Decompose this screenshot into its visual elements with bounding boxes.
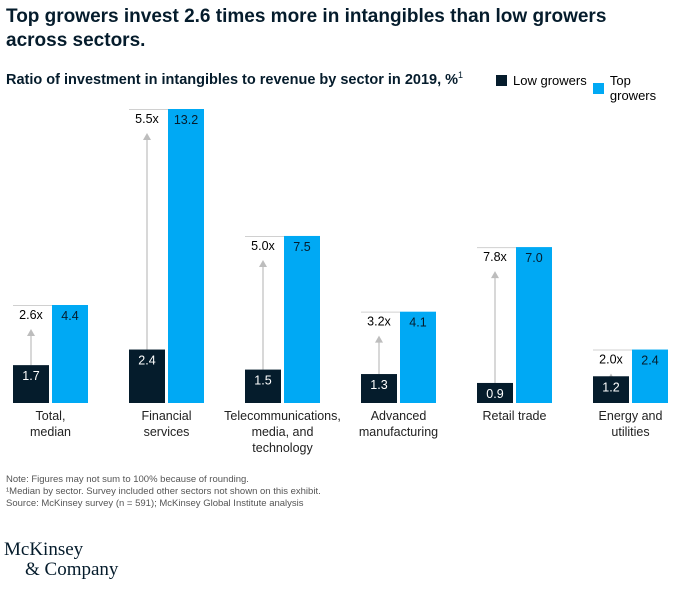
bar-chart: 2.6x 1.7 4.4 Total, median 5.5x 2.4 13.2 Financi… (13, 109, 668, 455)
category-label: Financial (141, 409, 191, 423)
bar-low-growers (129, 349, 165, 403)
bar-label-low: 1.2 (602, 380, 619, 394)
bar-label-top: 7.0 (525, 251, 542, 265)
category-label: technology (252, 441, 313, 455)
bar-top-growers (284, 235, 320, 403)
category-label: media, and (252, 425, 314, 439)
multiplier-label: 2.0x (599, 353, 623, 367)
subtitle-footnote: 1 (458, 70, 464, 80)
arrow-head-icon (259, 259, 267, 267)
category-label: Energy and (599, 409, 663, 423)
legend-label-low: Low growers (513, 73, 587, 88)
bar-top-growers (400, 311, 436, 403)
arrow-head-icon (375, 335, 383, 343)
note-median: ¹Median by sector. Survey included other… (6, 486, 321, 497)
legend-top-growers: Top growers (593, 73, 680, 103)
bar-low-growers (245, 369, 281, 403)
multiplier-label: 3.2x (367, 315, 391, 329)
logo-line-2: & Company (25, 559, 119, 580)
subtitle-text: Ratio of investment in intangibles to re… (6, 71, 459, 88)
chart-title: Top growers invest 2.6 times more in int… (6, 6, 607, 51)
arrow-head-icon (491, 271, 499, 279)
notes: Note: Figures may not sum to 100% becaus… (6, 474, 321, 510)
bar-low-growers (477, 382, 513, 403)
chart-subtitle: Ratio of investment in intangibles to re… (6, 70, 463, 88)
bar-label-top: 2.4 (641, 354, 658, 368)
bar-label-low: 1.7 (22, 369, 39, 383)
multiplier-label: 5.5x (135, 112, 159, 126)
bar-label-low: 1.3 (370, 378, 387, 392)
category-label: median (30, 425, 71, 439)
category-label: Advanced (371, 409, 427, 423)
multiplier-label: 2.6x (19, 308, 43, 322)
bar-top-growers (52, 305, 88, 403)
bar-low-growers (593, 376, 629, 403)
mckinsey-logo: McKinsey & Company (4, 540, 118, 580)
bar-label-top: 7.5 (293, 240, 310, 254)
category-label: Telecommunications, (224, 409, 341, 423)
bar-top-growers (632, 349, 668, 403)
bar-low-growers (361, 374, 397, 403)
category-label: Total, (36, 409, 66, 423)
bar-label-top: 4.1 (409, 316, 426, 330)
bar-label-low: 0.9 (486, 387, 503, 401)
legend-low-growers: Low growers (496, 73, 587, 88)
arrow-head-icon (143, 133, 151, 140)
arrow-head-icon (27, 329, 35, 336)
category-label: manufacturing (359, 425, 438, 439)
bar-label-low: 1.5 (254, 374, 271, 388)
bar-label-top: 4.4 (61, 309, 78, 323)
category-label: Retail trade (483, 409, 547, 423)
bar-top-growers (168, 109, 204, 403)
multiplier-label: 7.8x (483, 250, 507, 264)
legend-swatch-top (593, 82, 604, 94)
category-label: utilities (611, 425, 649, 439)
note-rounding: Note: Figures may not sum to 100% becaus… (6, 474, 249, 485)
legend-swatch-low (496, 75, 507, 86)
bar-label-low: 2.4 (138, 354, 155, 368)
bar-top-growers (516, 247, 552, 403)
bar-label-top: 13.2 (174, 113, 198, 127)
multiplier-label: 5.0x (251, 239, 275, 253)
legend-label-top: Top growers (609, 73, 657, 103)
category-label: services (144, 425, 190, 439)
bar-low-growers (13, 365, 49, 403)
note-source: Source: McKinsey survey (n = 591); McKin… (6, 498, 304, 509)
logo-line-1: McKinsey (4, 539, 84, 560)
